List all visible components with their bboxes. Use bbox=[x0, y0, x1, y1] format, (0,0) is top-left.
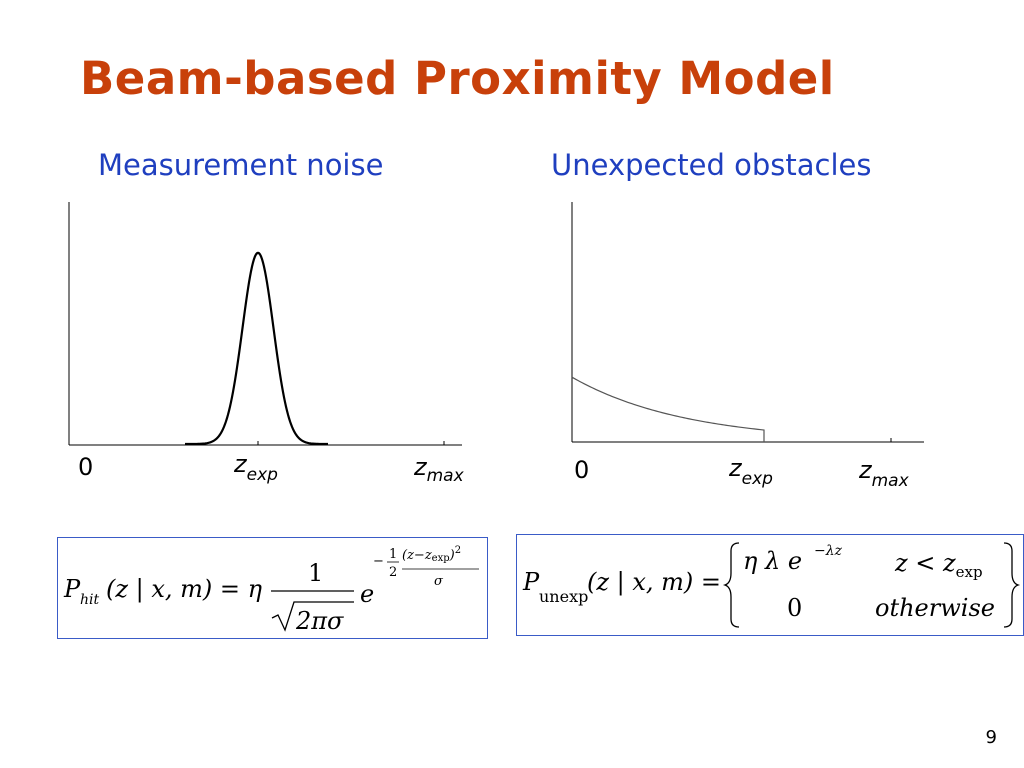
formula-case2-cond: otherwise bbox=[875, 594, 995, 622]
formula-exp-den: σ bbox=[434, 574, 444, 589]
right-tick-label-zmax: zmax bbox=[858, 456, 910, 491]
measurement-noise-heading: Measurement noise bbox=[98, 148, 384, 182]
formula-case1-value: η λ e bbox=[743, 547, 802, 575]
formula-case2-value: 0 bbox=[787, 594, 802, 622]
formula-P-unexp: P bbox=[522, 568, 540, 596]
left-tick-label-zero: 0 bbox=[78, 453, 93, 481]
formula-base-e: e bbox=[360, 580, 374, 608]
formula-exp-neg: − bbox=[373, 554, 384, 569]
formula-unexp-args: (z | x, m) = bbox=[587, 568, 721, 597]
right-tick-label-zexp: zexp bbox=[728, 454, 773, 489]
unexpected-obstacles-chart: 0 zexp zmax bbox=[571, 202, 924, 491]
left-tick-label-zmax: zmax bbox=[413, 453, 465, 486]
formula-exp-num: (z−zexp)2 bbox=[402, 545, 461, 564]
right-tick-label-zero: 0 bbox=[574, 456, 589, 484]
unexpected-obstacles-heading: Unexpected obstacles bbox=[551, 148, 872, 182]
formula-denominator: 2πσ bbox=[295, 607, 344, 635]
formula-case1-cond: z < zexp bbox=[894, 549, 983, 581]
formula-numerator: 1 bbox=[308, 559, 323, 587]
left-tick-label-zexp: zexp bbox=[233, 450, 278, 485]
formula-case1-exp: −λz bbox=[814, 543, 843, 559]
formula-P: P bbox=[63, 575, 81, 603]
exponential-formula: P unexp (z | x, m) = η λ e −λz z < zexp … bbox=[522, 542, 1021, 628]
slide-title: Beam-based Proximity Model bbox=[80, 52, 835, 105]
formula-P-sub: hit bbox=[80, 592, 99, 608]
formula-args: (z | x, m) = η bbox=[106, 575, 263, 604]
gaussian-curve bbox=[185, 251, 328, 446]
sqrt-sign-icon bbox=[271, 601, 354, 632]
exponential-curve bbox=[571, 376, 765, 442]
plots-canvas: 0 zexp zmax 0 zexp zmax bbox=[68, 202, 924, 491]
gaussian-formula-box: P hit (z | x, m) = η 1 2πσ e − 1 2 (z−ze… bbox=[57, 537, 488, 639]
formula-exp-half-den: 2 bbox=[389, 565, 397, 580]
page-number: 9 bbox=[985, 727, 997, 748]
formula-P-unexp-sub: unexp bbox=[539, 587, 588, 606]
left-brace-icon bbox=[722, 542, 740, 628]
right-brace-icon bbox=[1003, 542, 1021, 628]
exponential-formula-box: P unexp (z | x, m) = η λ e −λz z < zexp … bbox=[516, 534, 1024, 636]
measurement-noise-chart: 0 zexp zmax bbox=[68, 202, 465, 486]
formula-exp-half-num: 1 bbox=[389, 547, 397, 562]
gaussian-formula: P hit (z | x, m) = η 1 2πσ e − 1 2 (z−ze… bbox=[63, 545, 479, 635]
